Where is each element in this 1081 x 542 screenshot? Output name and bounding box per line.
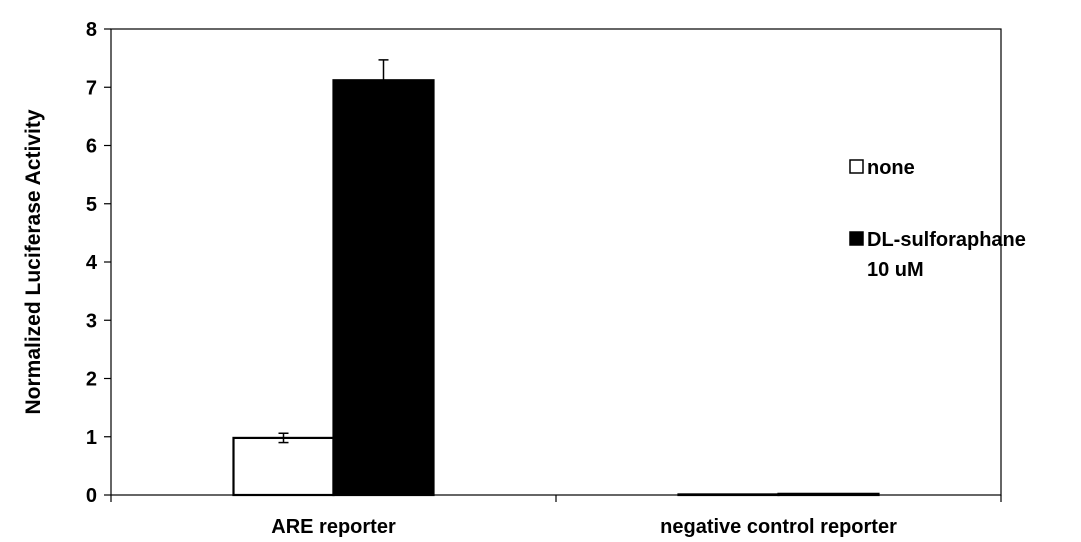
legend-label: 10 uM — [867, 259, 924, 281]
y-tick-label: 0 — [86, 485, 97, 507]
axis-layer: 0 1 2 3 4 5 6 7 8 ARE reporter negative control re… — [86, 19, 1002, 538]
legend-label: none — [867, 157, 915, 179]
y-tick-label: 7 — [86, 77, 97, 99]
y-tick-label: 6 — [86, 136, 97, 158]
legend: none DL-sulforaphane 10 uM — [849, 157, 1026, 281]
legend-label: DL-sulforaphane — [867, 229, 1026, 251]
y-tick-label: 1 — [86, 427, 97, 449]
bar — [232, 436, 335, 497]
bar — [777, 492, 880, 497]
x-tick-label: negative control reporter — [660, 516, 897, 538]
bar — [332, 79, 435, 497]
y-tick-label: 5 — [86, 194, 97, 216]
y-tick-label: 8 — [86, 19, 97, 41]
y-axis-label: Normalized Luciferase Activity — [22, 109, 45, 414]
x-tick-label: ARE reporter — [271, 516, 396, 538]
legend-swatch — [849, 231, 864, 246]
legend-swatch — [849, 159, 864, 174]
y-tick-label: 4 — [86, 252, 98, 274]
bar — [677, 493, 780, 497]
y-tick-label: 3 — [86, 310, 97, 332]
y-tick-label: 2 — [86, 369, 97, 391]
bars-layer — [232, 59, 880, 497]
